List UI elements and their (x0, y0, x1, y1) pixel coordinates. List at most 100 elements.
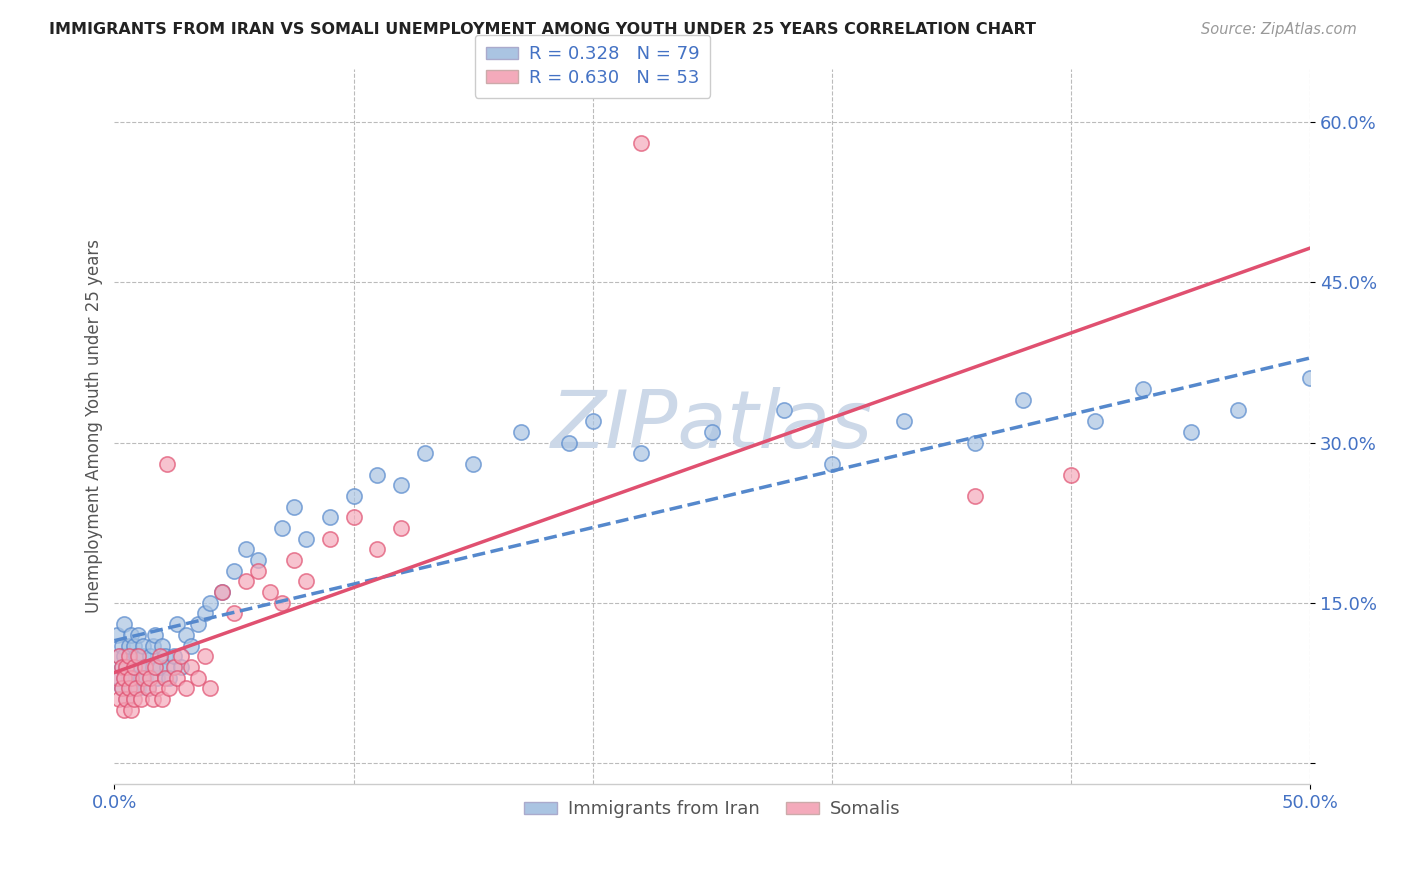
Point (142, 639, 165, 653)
Point (211, 585, 233, 599)
Point (342, 510, 364, 524)
Point (105, 671, 128, 685)
Point (108, 692, 131, 706)
Point (136, 681, 159, 696)
Point (1012, 392, 1035, 407)
Point (174, 681, 197, 696)
Point (318, 510, 340, 524)
Point (108, 649, 131, 664)
Point (129, 671, 152, 685)
Point (122, 660, 145, 674)
Point (366, 542, 388, 557)
Point (112, 671, 135, 685)
Point (558, 435, 581, 450)
Point (132, 639, 155, 653)
Point (146, 671, 169, 685)
Point (170, 660, 193, 674)
Point (270, 596, 292, 610)
Point (461, 457, 484, 471)
Point (105, 628, 128, 642)
Point (115, 660, 138, 674)
Point (156, 660, 179, 674)
Point (170, 649, 193, 664)
Point (122, 660, 145, 674)
Point (120, 681, 142, 696)
Point (294, 532, 316, 546)
Point (235, 574, 257, 589)
Point (156, 457, 179, 471)
Point (108, 671, 131, 685)
Point (108, 649, 131, 664)
Text: IMMIGRANTS FROM IRAN VS SOMALI UNEMPLOYMENT AMONG YOUTH UNDER 25 YEARS CORRELATI: IMMIGRANTS FROM IRAN VS SOMALI UNEMPLOYM… (49, 22, 1036, 37)
Point (157, 671, 180, 685)
Point (702, 425, 724, 439)
Point (180, 660, 202, 674)
Point (630, 136, 652, 151)
Point (283, 553, 305, 567)
Point (122, 692, 145, 706)
Point (413, 446, 436, 460)
Point (318, 532, 340, 546)
Point (143, 660, 166, 674)
Point (1299, 371, 1322, 385)
Point (110, 681, 132, 696)
Point (115, 692, 138, 706)
Point (773, 403, 796, 417)
Point (125, 681, 148, 696)
Point (821, 457, 844, 471)
Point (142, 660, 165, 674)
Point (139, 671, 162, 685)
Point (366, 467, 388, 482)
Point (139, 649, 162, 664)
Point (134, 671, 156, 685)
Point (132, 671, 155, 685)
Point (127, 681, 149, 696)
Point (132, 649, 155, 664)
Point (118, 681, 141, 696)
Point (893, 414, 915, 428)
Point (120, 671, 142, 685)
Point (342, 489, 364, 503)
Point (157, 681, 180, 696)
Point (389, 521, 412, 535)
Point (112, 671, 135, 685)
Legend: Immigrants from Iran, Somalis: Immigrants from Iran, Somalis (517, 793, 907, 825)
Point (149, 660, 172, 674)
Point (246, 553, 269, 567)
Point (150, 639, 173, 653)
Text: Source: ZipAtlas.com: Source: ZipAtlas.com (1201, 22, 1357, 37)
Point (1060, 467, 1083, 482)
Y-axis label: Unemployment Among Youth under 25 years: Unemployment Among Youth under 25 years (86, 239, 103, 614)
Point (136, 681, 159, 696)
Point (187, 671, 209, 685)
Point (965, 435, 987, 450)
Point (235, 542, 257, 557)
Point (1084, 414, 1107, 428)
Point (965, 489, 987, 503)
Point (115, 692, 138, 706)
Point (125, 671, 148, 685)
Point (115, 660, 138, 674)
Point (118, 671, 141, 685)
Point (110, 660, 132, 674)
Text: ZIPatlas: ZIPatlas (551, 387, 873, 466)
Point (259, 585, 281, 599)
Point (110, 681, 132, 696)
Point (153, 649, 176, 664)
Point (1347, 392, 1369, 407)
Point (163, 660, 186, 674)
Point (166, 617, 188, 632)
Point (198, 596, 221, 610)
Point (389, 478, 412, 492)
Point (194, 649, 217, 664)
Point (246, 564, 269, 578)
Point (194, 607, 217, 621)
Point (582, 414, 605, 428)
Point (146, 681, 169, 696)
Point (112, 617, 135, 632)
Point (222, 564, 245, 578)
Point (211, 585, 233, 599)
Point (127, 628, 149, 642)
Point (510, 425, 533, 439)
Point (187, 617, 209, 632)
